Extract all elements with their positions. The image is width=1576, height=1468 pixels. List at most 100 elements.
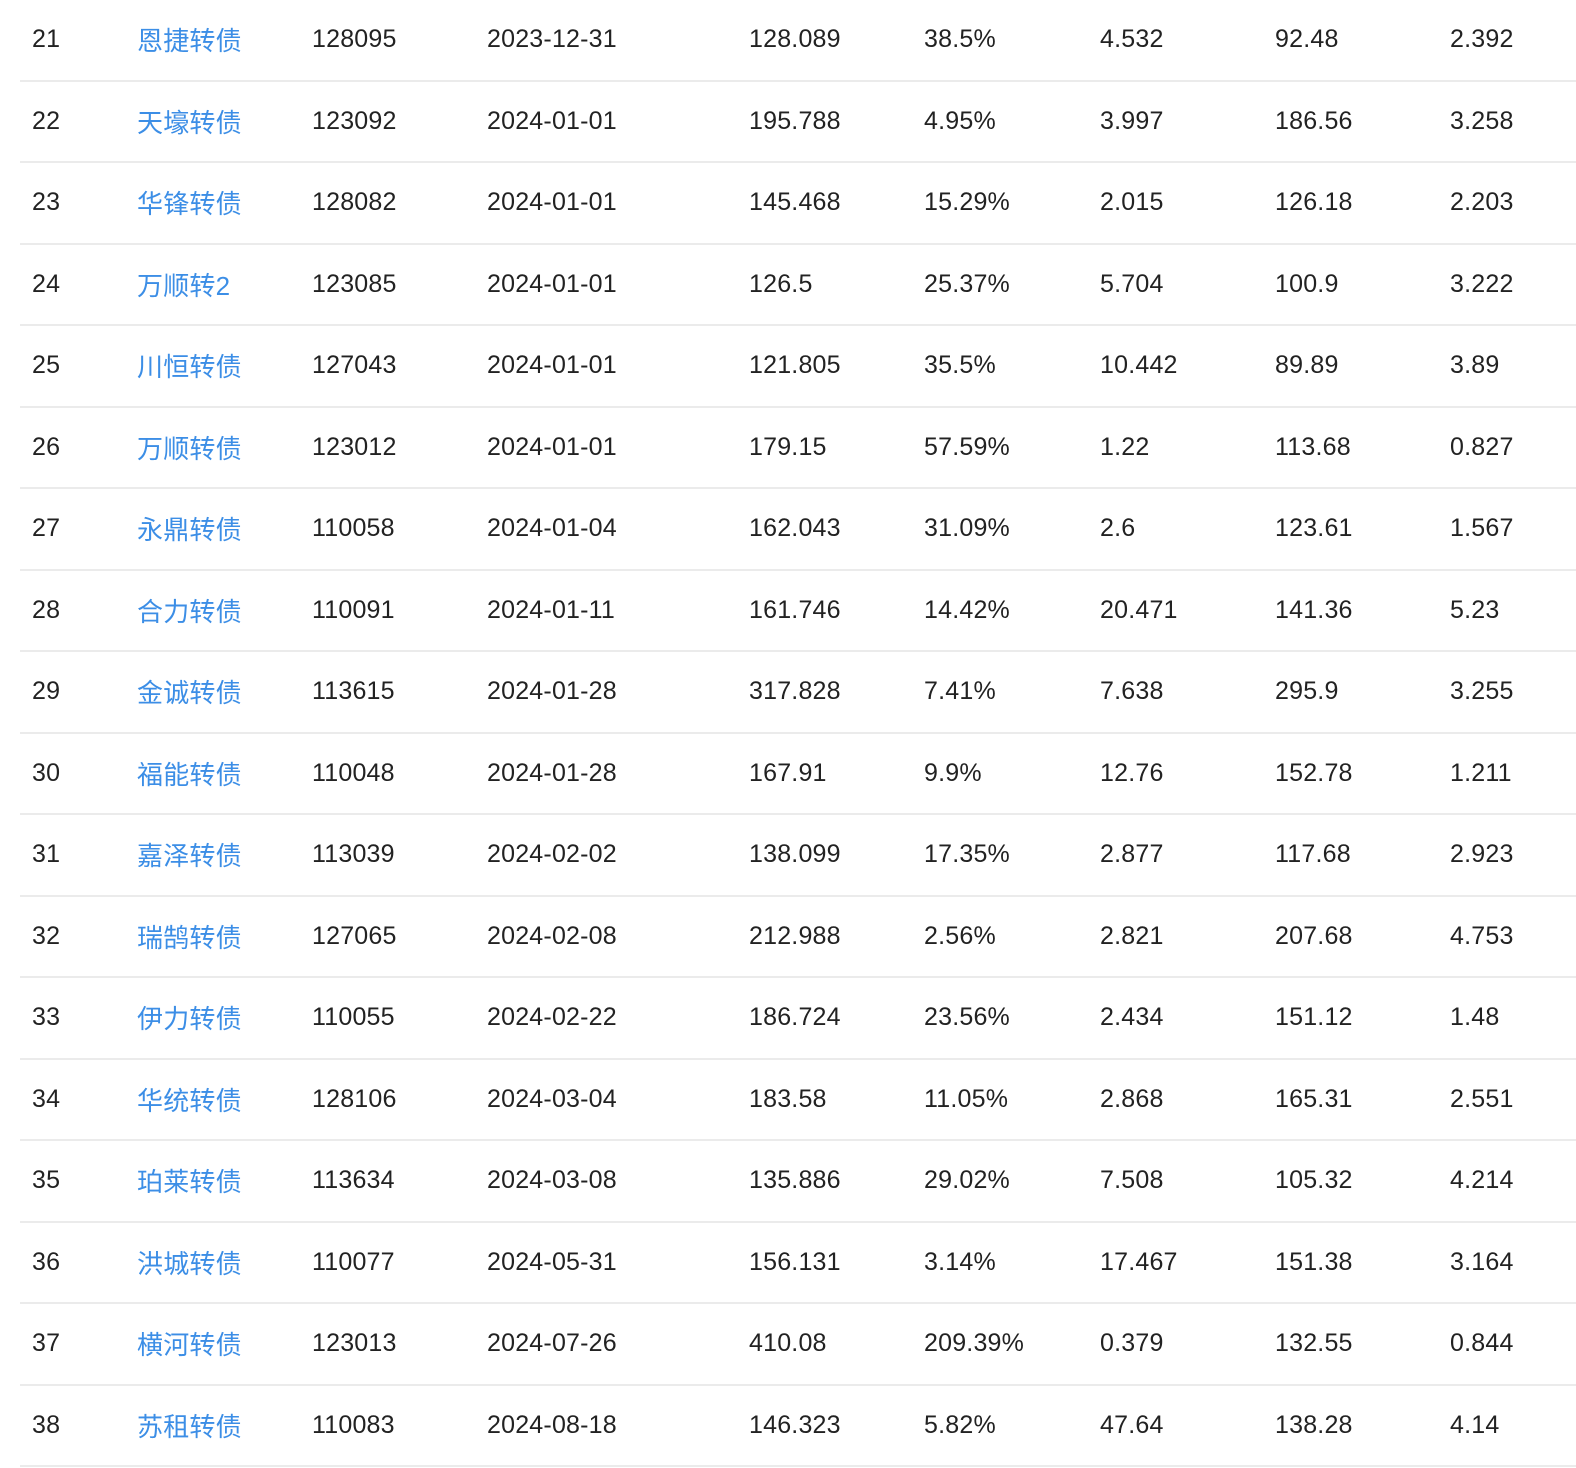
value-cell-3: 4.753	[1450, 921, 1514, 950]
date-cell: 2024-08-18	[487, 1410, 617, 1439]
value-cell-2: 152.78	[1275, 758, 1353, 787]
row-index: 30	[32, 758, 61, 787]
price-cell: 212.988	[749, 921, 841, 950]
bond-code: 113039	[312, 840, 395, 869]
price-cell: 126.5	[749, 269, 813, 298]
value-cell-1: 4.532	[1100, 25, 1164, 54]
premium-cell: 7.41%	[924, 677, 996, 706]
value-cell-2: 151.12	[1275, 1003, 1353, 1032]
bond-name-link[interactable]: 苏租转债	[137, 1411, 242, 1442]
row-index: 25	[32, 351, 61, 380]
table-row: 30 福能转债 110048 2024-01-28 167.91 9.9% 12…	[20, 734, 1576, 815]
premium-cell: 14.42%	[924, 595, 1010, 624]
value-cell-3: 0.844	[1450, 1329, 1514, 1358]
value-cell-1: 3.997	[1100, 106, 1164, 135]
bond-code: 128095	[312, 25, 397, 54]
value-cell-1: 0.379	[1100, 1329, 1164, 1358]
date-cell: 2024-02-02	[487, 840, 617, 869]
bond-name-link[interactable]: 永鼎转债	[137, 515, 242, 546]
premium-cell: 38.5%	[924, 25, 996, 54]
price-cell: 138.099	[749, 840, 841, 869]
date-cell: 2024-01-01	[487, 432, 617, 461]
date-cell: 2024-01-28	[487, 677, 617, 706]
row-index: 26	[32, 432, 61, 461]
bond-name-link[interactable]: 华锋转债	[137, 189, 242, 220]
value-cell-2: 295.9	[1275, 677, 1339, 706]
premium-cell: 11.05%	[924, 1084, 1009, 1113]
value-cell-1: 2.434	[1100, 1003, 1164, 1032]
bond-code: 123013	[312, 1329, 397, 1358]
table-row: 26 万顺转债 123012 2024-01-01 179.15 57.59% …	[20, 408, 1576, 489]
bond-name-link[interactable]: 瑞鹄转债	[137, 922, 242, 953]
value-cell-3: 3.222	[1450, 269, 1514, 298]
bond-name-link[interactable]: 天壕转债	[137, 107, 242, 138]
value-cell-1: 10.442	[1100, 351, 1178, 380]
price-cell: 145.468	[749, 188, 841, 217]
row-index: 38	[32, 1410, 61, 1439]
value-cell-2: 92.48	[1275, 25, 1339, 54]
table-row: 37 横河转债 123013 2024-07-26 410.08 209.39%…	[20, 1304, 1576, 1386]
bond-name-link[interactable]: 横河转债	[137, 1330, 242, 1361]
bond-code: 123012	[312, 432, 397, 461]
row-index: 23	[32, 188, 61, 217]
bond-name-link[interactable]: 合力转债	[137, 596, 242, 627]
row-index: 35	[32, 1166, 61, 1195]
bond-name-link[interactable]: 金诚转债	[137, 678, 242, 709]
date-cell: 2024-03-04	[487, 1084, 617, 1113]
bond-name-link[interactable]: 伊力转债	[137, 1004, 242, 1035]
premium-cell: 15.29%	[924, 188, 1010, 217]
bond-code: 110077	[312, 1247, 395, 1276]
bond-name-link[interactable]: 万顺转债	[137, 433, 242, 464]
value-cell-2: 123.61	[1275, 514, 1353, 543]
bond-code: 128082	[312, 188, 397, 217]
value-cell-1: 20.471	[1100, 595, 1178, 624]
table-row: 38 苏租转债 110083 2024-08-18 146.323 5.82% …	[20, 1386, 1576, 1467]
bond-name-link[interactable]: 珀莱转债	[137, 1167, 242, 1198]
value-cell-3: 2.923	[1450, 840, 1514, 869]
price-cell: 410.08	[749, 1329, 827, 1358]
premium-cell: 35.5%	[924, 351, 996, 380]
bond-code: 110058	[312, 514, 395, 543]
price-cell: 161.746	[749, 595, 841, 624]
bond-name-link[interactable]: 万顺转2	[137, 270, 231, 301]
bond-code: 127065	[312, 921, 397, 950]
bond-name-link[interactable]: 福能转债	[137, 759, 242, 790]
premium-cell: 31.09%	[924, 514, 1010, 543]
bond-name-link[interactable]: 华统转债	[137, 1085, 242, 1116]
table-row: 31 嘉泽转债 113039 2024-02-02 138.099 17.35%…	[20, 815, 1576, 897]
price-cell: 135.886	[749, 1166, 841, 1195]
table-row: 36 洪城转债 110077 2024-05-31 156.131 3.14% …	[20, 1223, 1576, 1304]
table-row: 21 恩捷转债 128095 2023-12-31 128.089 38.5% …	[20, 0, 1576, 82]
value-cell-3: 1.567	[1450, 514, 1514, 543]
premium-cell: 209.39%	[924, 1329, 1025, 1358]
price-cell: 317.828	[749, 677, 841, 706]
date-cell: 2024-01-01	[487, 269, 617, 298]
value-cell-3: 3.258	[1450, 106, 1514, 135]
price-cell: 121.805	[749, 351, 841, 380]
date-cell: 2024-02-08	[487, 921, 617, 950]
bond-name-link[interactable]: 恩捷转债	[137, 26, 242, 57]
value-cell-2: 207.68	[1275, 921, 1353, 950]
table-row: 35 珀莱转债 113634 2024-03-08 135.886 29.02%…	[20, 1141, 1576, 1223]
value-cell-3: 4.14	[1450, 1410, 1500, 1439]
table-row: 25 川恒转债 127043 2024-01-01 121.805 35.5% …	[20, 326, 1576, 408]
bond-code: 113615	[312, 677, 395, 706]
value-cell-1: 17.467	[1100, 1247, 1178, 1276]
bond-code: 110048	[312, 758, 395, 787]
table-row: 32 瑞鹄转债 127065 2024-02-08 212.988 2.56% …	[20, 897, 1576, 978]
value-cell-2: 105.32	[1275, 1166, 1353, 1195]
bond-name-link[interactable]: 川恒转债	[137, 352, 242, 383]
row-index: 29	[32, 677, 61, 706]
price-cell: 167.91	[749, 758, 827, 787]
date-cell: 2024-07-26	[487, 1329, 617, 1358]
value-cell-2: 132.55	[1275, 1329, 1353, 1358]
value-cell-1: 47.64	[1100, 1410, 1164, 1439]
date-cell: 2024-01-04	[487, 514, 617, 543]
value-cell-3: 2.392	[1450, 25, 1514, 54]
value-cell-2: 89.89	[1275, 351, 1339, 380]
bond-name-link[interactable]: 洪城转债	[137, 1248, 242, 1279]
bond-name-link[interactable]: 嘉泽转债	[137, 841, 242, 872]
value-cell-1: 1.22	[1100, 432, 1150, 461]
value-cell-3: 4.214	[1450, 1166, 1514, 1195]
premium-cell: 9.9%	[924, 758, 982, 787]
